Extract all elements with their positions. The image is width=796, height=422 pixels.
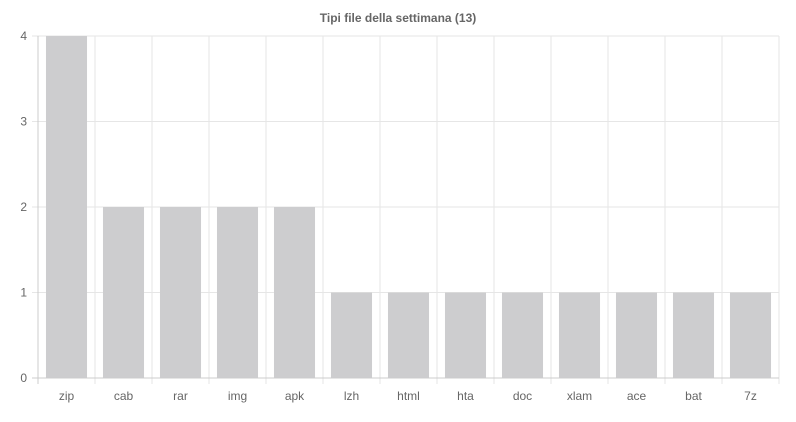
bar-doc (501, 292, 544, 378)
bar-xlam (558, 292, 601, 378)
axes (37, 36, 779, 379)
x-tick-label: zip (59, 389, 75, 403)
y-tick-label: 1 (20, 286, 27, 300)
x-tick-label: rar (173, 389, 188, 403)
tick-labels: 0 1 2 3 4 zip cab rar img apk lzh html hta doc xlam ace… (20, 29, 757, 403)
x-tick-label: xlam (567, 389, 592, 403)
bar-hta (444, 292, 487, 378)
x-tick-label: doc (513, 389, 532, 403)
x-tick-label: bat (685, 389, 702, 403)
y-tick-label: 4 (20, 29, 27, 43)
bars (45, 36, 772, 378)
x-tick-label: cab (114, 389, 134, 403)
bar-html (387, 292, 430, 378)
chart-title: Tipi file della settimana (13) (320, 11, 477, 25)
y-tick-label: 0 (20, 371, 27, 385)
x-tick-label: 7z (744, 389, 757, 403)
y-tick-label: 3 (20, 115, 27, 129)
x-tick-label: ace (627, 389, 647, 403)
x-tick-label: hta (457, 389, 474, 403)
x-tick-label: apk (285, 389, 305, 403)
bar-7z (729, 292, 772, 378)
y-tick-label: 2 (20, 200, 27, 214)
bar-rar (159, 207, 202, 378)
x-tick-label: lzh (344, 389, 359, 403)
bar-apk (273, 207, 316, 378)
bar-img (216, 207, 259, 378)
bar-cab (102, 207, 145, 378)
bar-ace (615, 292, 658, 378)
x-tick-label: html (397, 389, 420, 403)
x-tick-label: img (228, 389, 247, 403)
bar-bat (672, 292, 715, 378)
bar-zip (45, 36, 88, 378)
bar-lzh (330, 292, 373, 378)
